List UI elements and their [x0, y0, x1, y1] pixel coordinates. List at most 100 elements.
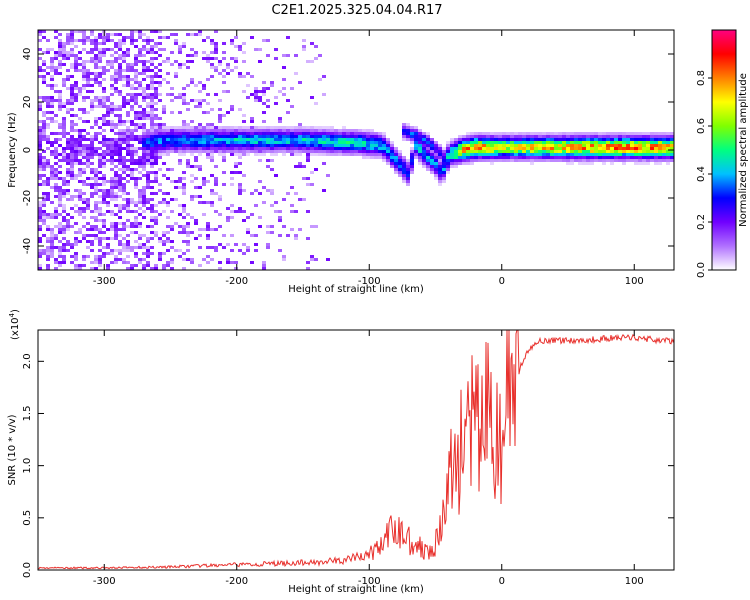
- heatmap-cell: [178, 150, 182, 153]
- heatmap-cell: [630, 147, 634, 150]
- heatmap-cell: [126, 246, 130, 249]
- heatmap-cell: [282, 87, 286, 90]
- heatmap-cell: [510, 144, 514, 147]
- heatmap-cell: [130, 132, 134, 135]
- heatmap-cell: [170, 63, 174, 66]
- heatmap-cell: [146, 261, 150, 264]
- heatmap-cell: [306, 267, 310, 270]
- heatmap-cell: [58, 213, 62, 216]
- heatmap-cell: [138, 30, 142, 33]
- heatmap-cell: [582, 132, 586, 135]
- heatmap-cell: [62, 261, 66, 264]
- heatmap-cell: [82, 234, 86, 237]
- heatmap-cell: [394, 147, 398, 150]
- heatmap-cell: [394, 153, 398, 156]
- heatmap-cell: [98, 183, 102, 186]
- heatmap-cell: [282, 126, 286, 129]
- heatmap-cell: [58, 165, 62, 168]
- heatmap-cell: [90, 261, 94, 264]
- heatmap-cell: [158, 75, 162, 78]
- heatmap-cell: [374, 138, 378, 141]
- heatmap-cell: [74, 123, 78, 126]
- heatmap-cell: [310, 225, 314, 228]
- heatmap-cell: [186, 150, 190, 153]
- heatmap-cell: [298, 126, 302, 129]
- heatmap-cell: [134, 114, 138, 117]
- heatmap-cell: [38, 39, 42, 42]
- heatmap-cell: [42, 168, 46, 171]
- heatmap-cell: [74, 177, 78, 180]
- heatmap-cell: [638, 153, 642, 156]
- heatmap-cell: [370, 132, 374, 135]
- heatmap-cell: [438, 168, 442, 171]
- heatmap-cell: [582, 162, 586, 165]
- heatmap-cell: [250, 129, 254, 132]
- heatmap-cell: [622, 147, 626, 150]
- heatmap-cell: [506, 135, 510, 138]
- heatmap-cell: [474, 132, 478, 135]
- heatmap-cell: [74, 159, 78, 162]
- heatmap-cell: [274, 141, 278, 144]
- heatmap-cell: [186, 33, 190, 36]
- heatmap-cell: [126, 201, 130, 204]
- heatmap-cell: [166, 147, 170, 150]
- heatmap-cell: [62, 183, 66, 186]
- heatmap-cell: [50, 75, 54, 78]
- snr-y-tick-label: 0.5: [22, 510, 33, 526]
- heatmap-cell: [498, 132, 502, 135]
- heatmap-cell: [118, 177, 122, 180]
- heatmap-cell: [126, 225, 130, 228]
- heatmap-cell: [58, 63, 62, 66]
- heatmap-cell: [238, 147, 242, 150]
- heatmap-cell: [254, 129, 258, 132]
- heatmap-cell: [102, 255, 106, 258]
- heatmap-cell: [46, 249, 50, 252]
- heatmap-cell: [618, 144, 622, 147]
- heatmap-cell: [110, 252, 114, 255]
- heatmap-cell: [134, 102, 138, 105]
- heatmap-cell: [94, 75, 98, 78]
- heatmap-cell: [250, 132, 254, 135]
- heatmap-cell: [370, 153, 374, 156]
- heatmap-cell: [158, 189, 162, 192]
- heatmap-cell: [570, 138, 574, 141]
- heatmap-cell: [514, 135, 518, 138]
- heatmap-cell: [638, 132, 642, 135]
- heatmap-cell: [114, 153, 118, 156]
- heatmap-cell: [70, 75, 74, 78]
- heatmap-cell: [522, 144, 526, 147]
- heatmap-cell: [242, 189, 246, 192]
- heatmap-cell: [146, 186, 150, 189]
- heatmap-cell: [154, 156, 158, 159]
- heatmap-cell: [370, 141, 374, 144]
- heatmap-cell: [314, 138, 318, 141]
- heatmap-cell: [426, 168, 430, 171]
- heatmap-cell: [262, 135, 266, 138]
- heatmap-cell: [182, 132, 186, 135]
- heatmap-cell: [618, 153, 622, 156]
- heatmap-cell: [162, 147, 166, 150]
- heatmap-cell: [614, 147, 618, 150]
- heatmap-cell: [146, 114, 150, 117]
- heatmap-cell: [662, 150, 666, 153]
- heatmap-cell: [558, 138, 562, 141]
- heatmap-cell: [122, 36, 126, 39]
- heatmap-cell: [602, 156, 606, 159]
- heatmap-cell: [130, 33, 134, 36]
- heatmap-cell: [378, 147, 382, 150]
- heatmap-cell: [214, 249, 218, 252]
- heatmap-cell: [90, 60, 94, 63]
- heatmap-cell: [78, 30, 82, 33]
- heatmap-cell: [198, 138, 202, 141]
- spectrogram-y-axis-label: Frequency (Hz): [7, 112, 18, 188]
- heatmap-cell: [142, 204, 146, 207]
- heatmap-cell: [202, 39, 206, 42]
- heatmap-cell: [262, 129, 266, 132]
- heatmap-cell: [530, 159, 534, 162]
- heatmap-cell: [514, 153, 518, 156]
- heatmap-cell: [190, 81, 194, 84]
- heatmap-cell: [654, 141, 658, 144]
- heatmap-cell: [322, 132, 326, 135]
- heatmap-cell: [46, 177, 50, 180]
- heatmap-cell: [150, 156, 154, 159]
